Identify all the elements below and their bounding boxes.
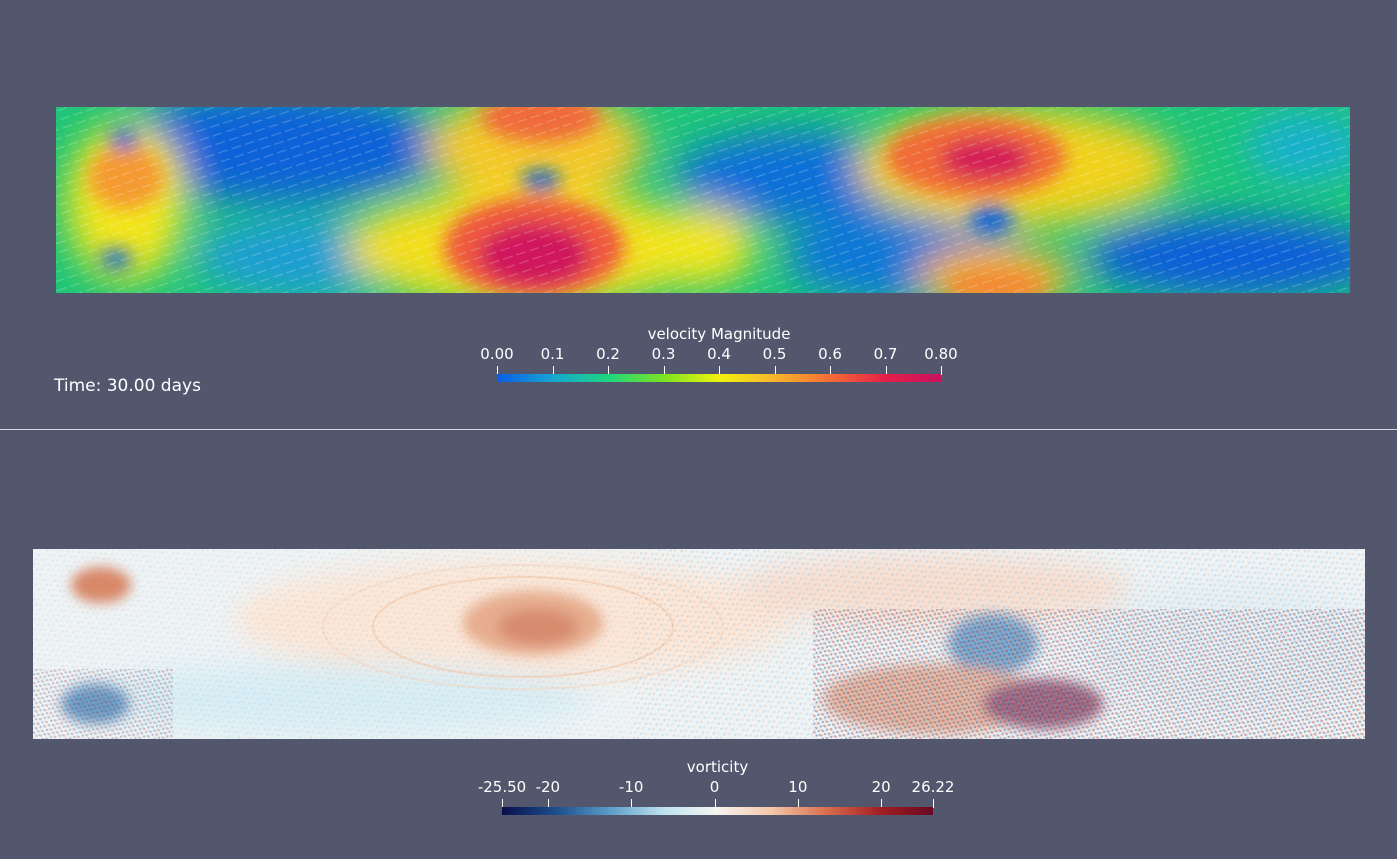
vorticity-glyph-plot — [33, 549, 1365, 739]
velocity-tick-mark — [830, 366, 831, 375]
time-label: Time: 30.00 days — [54, 376, 201, 396]
vorticity-colorbar — [502, 807, 933, 815]
vorticity-tick-mark — [715, 799, 716, 808]
vorticity-tick-mark — [933, 799, 934, 808]
velocity-tick-label: 0.6 — [818, 345, 842, 363]
velocity-tick-label: 0.1 — [540, 345, 565, 363]
velocity-tick-label: 0.3 — [651, 345, 676, 363]
velocity-magnitude-field[interactable] — [56, 107, 1350, 293]
velocity-tick-mark — [886, 366, 887, 375]
velocity-tick-mark — [664, 366, 665, 375]
velocity-tick-label: 0.5 — [762, 345, 787, 363]
vorticity-colorbar-legend[interactable]: vorticity -25.50 -20 -10 0 10 20 26.22 — [0, 430, 1397, 859]
velocity-tick-label: 0.7 — [873, 345, 898, 363]
velocity-tick-label: 0.00 — [480, 345, 514, 363]
vorticity-tick-mark — [798, 799, 799, 808]
vorticity-tick-label: 20 — [871, 778, 891, 796]
vorticity-tick-mark — [631, 799, 632, 808]
velocity-tick-mark — [775, 366, 776, 375]
velocity-colorbar — [497, 374, 941, 382]
vorticity-tick-label: 10 — [788, 778, 808, 796]
vorticity-tick-label: -25.50 — [477, 778, 527, 796]
vorticity-tick-label: -20 — [535, 778, 561, 796]
velocity-glyph-plot — [56, 107, 1350, 293]
vorticity-tick-label: 0 — [709, 778, 720, 796]
vorticity-tick-label: -10 — [618, 778, 644, 796]
vorticity-tick-mark — [548, 799, 549, 808]
velocity-colorbar-title: velocity Magnitude — [647, 325, 791, 343]
vorticity-tick-label: 26.22 — [911, 778, 955, 796]
velocity-tick-mark — [608, 366, 609, 375]
velocity-tick-mark — [941, 366, 942, 375]
velocity-tick-mark — [497, 366, 498, 375]
vorticity-tick-mark — [502, 799, 503, 808]
velocity-tick-label: 0.2 — [596, 345, 620, 363]
vorticity-colorbar-title: vorticity — [686, 758, 749, 776]
velocity-tick-label: 0.4 — [707, 345, 731, 363]
vorticity-field[interactable] — [33, 549, 1365, 739]
vorticity-tick-mark — [881, 799, 882, 808]
viewport-divider[interactable] — [0, 429, 1397, 430]
velocity-tick-mark — [719, 366, 720, 375]
vorticity-render-view[interactable]: vorticity -25.50 -20 -10 0 10 20 26.22 — [0, 430, 1397, 859]
velocity-colorbar-legend[interactable]: velocity Magnitude 0.00 0.1 0.2 0.3 0.4 0.5 0.… — [0, 0, 1397, 429]
velocity-render-view[interactable]: Time: 30.00 days velocity Magnitude 0.00… — [0, 0, 1397, 429]
velocity-tick-label: 0.80 — [924, 345, 958, 363]
velocity-tick-mark — [553, 366, 554, 375]
